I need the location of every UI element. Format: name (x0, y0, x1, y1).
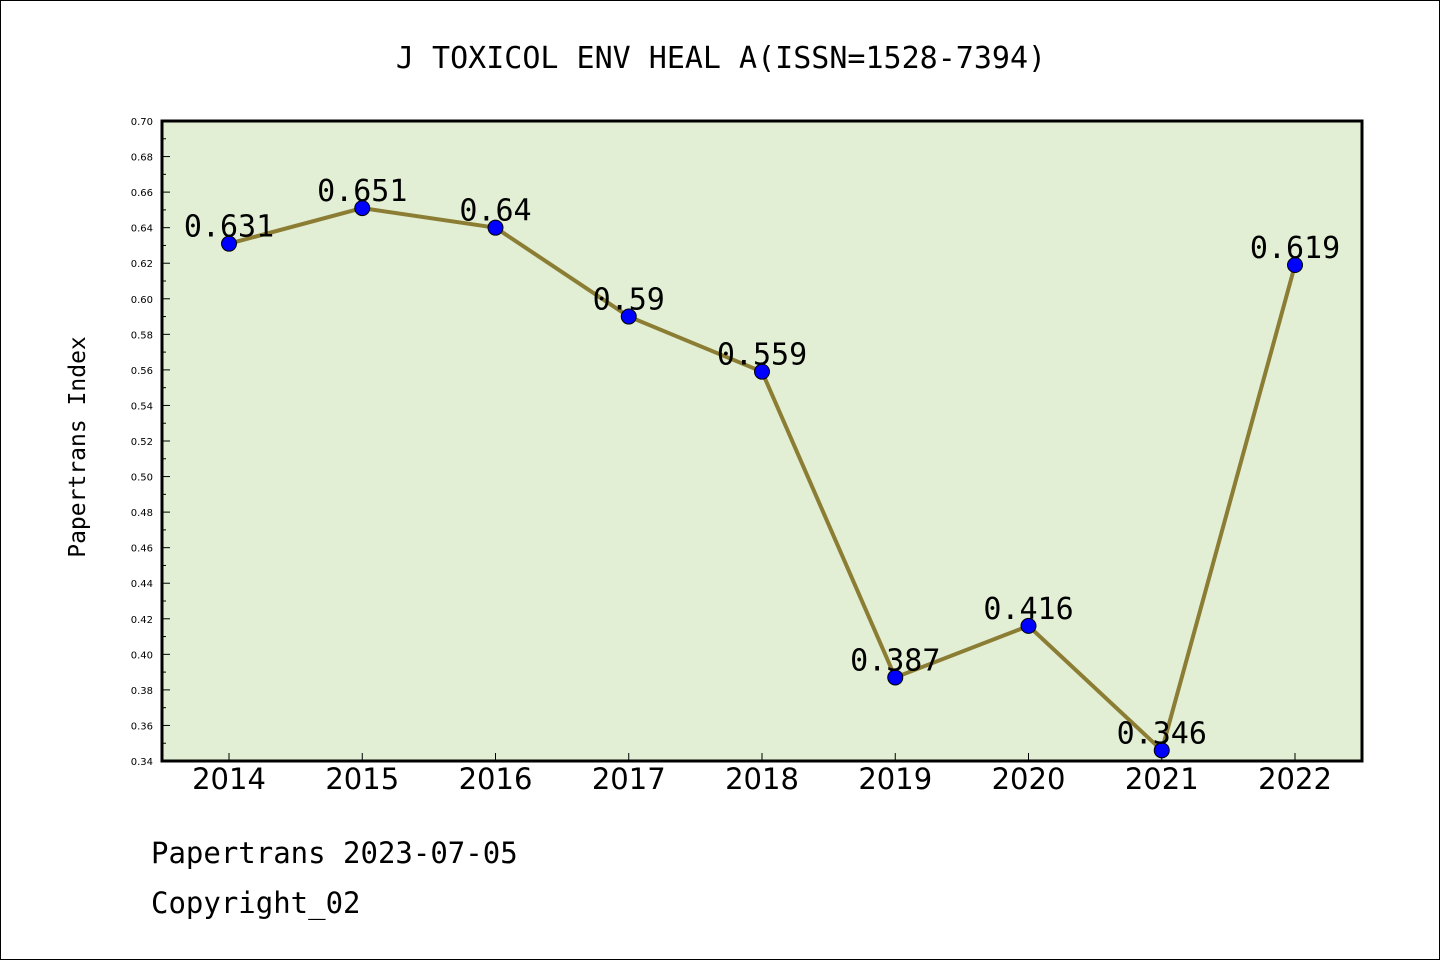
data-point (620, 308, 637, 325)
plot-area (162, 121, 1362, 761)
y-tick-label: 0.46 (131, 544, 153, 555)
y-tick-label: 0.50 (131, 473, 153, 484)
y-axis-ticks: 0.34 0.36 0.38 0.40 0.42 0.44 0.46 0.48 0.50 0.52… (131, 117, 170, 768)
footer-source-date: Papertrans 2023-07-05 (151, 836, 518, 870)
data-label: 0.559 (717, 338, 807, 373)
y-tick-label: 0.42 (131, 615, 153, 626)
y-tick-label: 0.62 (131, 259, 153, 270)
data-point (1020, 617, 1037, 634)
x-tick-label: 2014 (192, 762, 266, 796)
data-point (354, 200, 371, 217)
x-tick-label: 2021 (1125, 762, 1199, 796)
y-tick-label: 0.44 (131, 579, 153, 590)
y-tick-label: 0.40 (131, 650, 153, 661)
data-point (1287, 257, 1303, 273)
data-point (221, 235, 237, 252)
footer-copyright: Copyright_02 (151, 886, 361, 920)
y-tick-label: 0.54 (131, 401, 153, 412)
x-tick-label: 2017 (592, 762, 666, 796)
data-label: 0.387 (850, 643, 940, 678)
y-tick-label: 0.38 (131, 686, 153, 697)
data-label: 0.651 (317, 174, 407, 209)
data-label: 0.619 (1250, 231, 1340, 266)
x-tick-label: 2016 (459, 762, 533, 796)
x-tick-label: 2022 (1258, 762, 1332, 796)
x-axis-ticks: 2014 2015 2016 2017 2018 2019 2020 2021 2022 (192, 753, 1332, 796)
y-tick-label: 0.56 (131, 366, 153, 377)
series-layer: 0.631 0.651 0.64 0.59 0.559 0.387 0.416 0.346 0.… (184, 174, 1340, 759)
data-point (1153, 742, 1170, 759)
data-point (487, 219, 504, 236)
data-label: 0.64 (459, 194, 531, 229)
data-point (887, 669, 904, 686)
x-tick-label: 2015 (325, 762, 399, 796)
x-tick-label: 2020 (992, 762, 1066, 796)
chart-title: J TOXICOL ENV HEAL A(ISSN=1528-7394) (396, 41, 1046, 76)
y-tick-label: 0.60 (131, 295, 153, 306)
y-axis-label: Papertrans Index (65, 336, 91, 558)
data-label: 0.416 (983, 592, 1073, 627)
y-tick-label: 0.34 (131, 757, 153, 768)
x-tick-label: 2018 (725, 762, 799, 796)
y-tick-label: 0.68 (131, 153, 153, 164)
y-tick-label: 0.64 (131, 224, 153, 235)
y-tick-label: 0.52 (131, 437, 153, 448)
y-tick-label: 0.36 (131, 721, 153, 732)
data-point (754, 363, 770, 380)
y-tick-label: 0.58 (131, 330, 153, 341)
y-tick-label: 0.66 (131, 188, 153, 199)
data-label: 0.346 (1117, 716, 1207, 751)
x-tick-label: 2019 (858, 762, 932, 796)
plot-border (160, 119, 1364, 763)
y-tick-label: 0.70 (131, 117, 153, 128)
y-tick-label: 0.48 (131, 508, 153, 519)
data-label: 0.59 (593, 283, 665, 318)
data-label: 0.631 (184, 210, 274, 245)
